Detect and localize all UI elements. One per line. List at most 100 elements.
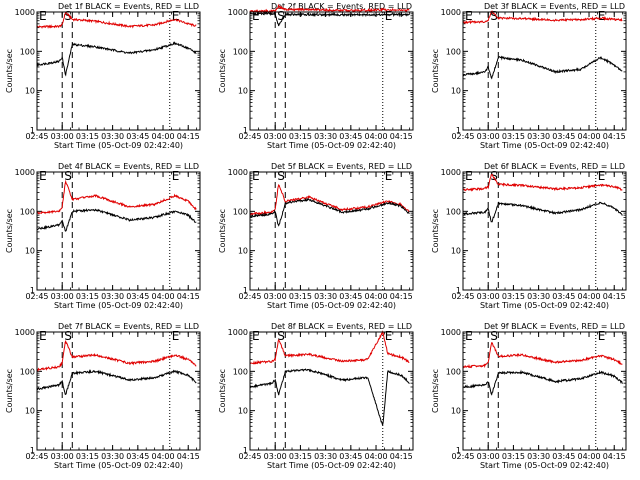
x-axis-label: Start Time (05-Oct-09 02:42:40) [480, 301, 609, 310]
y-tick-label: 1000 [15, 8, 35, 17]
x-tick-label: 03:30 [101, 132, 124, 141]
event-marker-label: E [598, 169, 606, 183]
x-tick-label: 03:30 [101, 292, 124, 301]
chart-panel: Det 2f BLACK = Events, RED = LLD 1 10 100 10… [218, 2, 414, 150]
x-tick-label: 03:15 [289, 292, 312, 301]
chart-panel: Det 5f BLACK = Events, RED = LLD 1 10 100 10… [218, 162, 414, 310]
events-series-line [249, 11, 410, 27]
x-tick-label: 04:15 [177, 292, 200, 301]
chart-panel: Det 6f BLACK = Events, RED = LLD 1 10 100 10… [431, 162, 627, 310]
x-tick-label: 02:45 [451, 452, 474, 461]
x-tick-label: 04:15 [603, 132, 626, 141]
event-marker-label: E [39, 329, 47, 343]
chart-title: Det 8f BLACK = Events, RED = LLD [271, 322, 412, 331]
y-axis-label: Counts/sec [431, 49, 440, 93]
x-tick-label: 03:00 [51, 292, 74, 301]
y-tick-label: 100 [20, 47, 35, 56]
x-tick-label: 03:45 [552, 292, 575, 301]
event-marker-label: E [465, 169, 473, 183]
x-axis-label: Start Time (05-Oct-09 02:42:40) [54, 141, 183, 150]
event-marker-label: E [252, 329, 260, 343]
y-axis-label: Counts/sec [431, 369, 440, 413]
event-marker-label: E [39, 9, 47, 23]
y-tick-label: 10 [25, 407, 35, 416]
x-tick-label: 03:30 [314, 132, 337, 141]
y-tick-label: 1 [456, 286, 461, 295]
x-tick-label: 02:45 [238, 452, 261, 461]
x-tick-label: 03:45 [552, 452, 575, 461]
events-series-line [462, 55, 623, 80]
event-marker-label: E [172, 9, 180, 23]
chart-panel: Det 8f BLACK = Events, RED = LLD 1 10 100 10… [218, 322, 414, 470]
events-series-line [36, 208, 197, 232]
x-tick-label: 03:00 [477, 292, 500, 301]
x-tick-label: 03:00 [51, 452, 74, 461]
y-tick-label: 1 [30, 286, 35, 295]
y-tick-label: 100 [20, 207, 35, 216]
y-tick-label: 1 [456, 446, 461, 455]
y-tick-label: 1 [243, 286, 248, 295]
x-tick-label: 04:00 [577, 132, 600, 141]
y-tick-label: 10 [238, 407, 248, 416]
event-marker-label: S [277, 9, 285, 23]
x-tick-label: 03:00 [477, 452, 500, 461]
x-tick-label: 03:15 [502, 292, 525, 301]
y-axis-label: Counts/sec [5, 209, 14, 253]
x-tick-label: 04:15 [390, 292, 413, 301]
events-series-line [463, 201, 623, 223]
x-tick-label: 02:45 [451, 292, 474, 301]
x-tick-label: 03:15 [76, 292, 99, 301]
x-tick-label: 04:00 [364, 132, 387, 141]
event-marker-label: E [172, 329, 180, 343]
events-series-line [36, 41, 197, 77]
x-tick-label: 04:00 [364, 292, 387, 301]
x-tick-label: 04:15 [177, 132, 200, 141]
event-marker-label: S [490, 329, 498, 343]
plot-frame [249, 11, 414, 131]
lld-series-line [462, 10, 623, 25]
x-axis-label: Start Time (05-Oct-09 02:42:40) [267, 461, 396, 470]
event-marker-label: E [465, 329, 473, 343]
lld-series-line [249, 184, 410, 216]
chart-title: Det 3f BLACK = Events, RED = LLD [484, 2, 625, 11]
y-tick-label: 1000 [228, 168, 248, 177]
plot-frame [249, 171, 414, 291]
y-tick-label: 1000 [15, 168, 35, 177]
y-tick-label: 10 [238, 87, 248, 96]
x-axis-label: Start Time (05-Oct-09 02:42:40) [480, 461, 609, 470]
chart-panel: Det 4f BLACK = Events, RED = LLD 1 10 100 10… [5, 162, 201, 310]
event-marker-label: E [252, 9, 260, 23]
x-tick-label: 03:00 [264, 132, 287, 141]
y-tick-label: 1 [243, 126, 248, 135]
y-axis-label: Counts/sec [218, 49, 227, 93]
y-tick-label: 1000 [228, 328, 248, 337]
x-tick-label: 03:00 [264, 292, 287, 301]
event-marker-label: E [39, 169, 47, 183]
chart-title: Det 4f BLACK = Events, RED = LLD [58, 162, 199, 171]
plot-frame [462, 11, 627, 131]
x-tick-label: 03:15 [76, 132, 99, 141]
chart-panel: Det 9f BLACK = Events, RED = LLD 1 10 100 10… [431, 322, 627, 470]
x-tick-label: 04:00 [577, 292, 600, 301]
y-tick-label: 10 [451, 407, 461, 416]
event-marker-label: E [385, 329, 393, 343]
y-tick-label: 1 [243, 446, 248, 455]
x-tick-label: 03:45 [126, 132, 149, 141]
events-series-line [249, 368, 410, 426]
event-marker-label: E [598, 329, 606, 343]
y-tick-label: 10 [238, 247, 248, 256]
x-tick-label: 04:00 [151, 292, 174, 301]
x-tick-label: 03:15 [502, 132, 525, 141]
event-marker-label: E [172, 169, 180, 183]
plot-frame [36, 171, 201, 291]
event-marker-label: E [385, 169, 393, 183]
lld-series-line [36, 179, 197, 215]
x-tick-label: 02:45 [238, 132, 261, 141]
x-tick-label: 03:00 [264, 452, 287, 461]
x-tick-label: 04:00 [364, 452, 387, 461]
event-marker-label: S [490, 9, 498, 23]
chart-title: Det 9f BLACK = Events, RED = LLD [484, 322, 625, 331]
x-tick-label: 03:00 [477, 132, 500, 141]
y-tick-label: 100 [233, 367, 248, 376]
